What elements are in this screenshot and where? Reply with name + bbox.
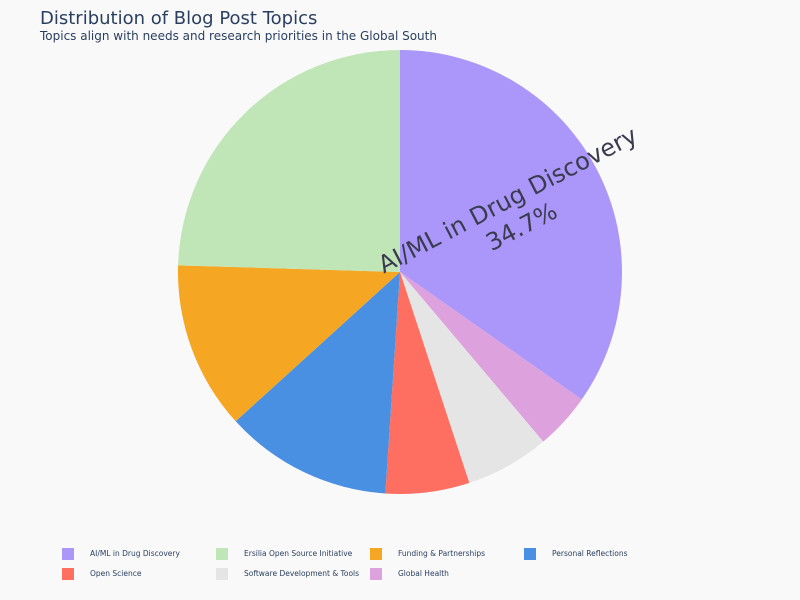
pie-slice-open-science[interactable] [385, 272, 470, 494]
legend-swatch [62, 547, 74, 560]
legend-item-funding-partnerships[interactable]: Funding & Partnerships [370, 547, 524, 560]
pie-slice-global-health[interactable] [400, 272, 582, 442]
pie-slice-ai-ml-in-drug-discovery[interactable] [400, 50, 622, 400]
legend-label: Global Health [398, 569, 449, 578]
pie-slices [178, 50, 622, 494]
legend-label: Ersilia Open Source Initiative [244, 549, 353, 558]
legend-swatch [370, 547, 382, 560]
legend-swatch [370, 567, 382, 580]
legend-item-open-science[interactable]: Open Science [62, 567, 216, 580]
legend-swatch [62, 567, 74, 580]
legend-label: Software Development & Tools [244, 569, 360, 578]
legend-swatch [216, 547, 228, 560]
pie-slice-ersilia-open-source-initiative[interactable] [178, 50, 400, 272]
chart-title: Distribution of Blog Post Topics [40, 8, 318, 29]
legend-label: Open Science [90, 569, 142, 578]
legend-item-software-development-tools[interactable]: Software Development & Tools [216, 567, 370, 580]
legend-label: Funding & Partnerships [398, 549, 486, 558]
pie-slice-personal-reflections[interactable] [235, 272, 400, 494]
legend-swatch [524, 547, 536, 560]
chart-subtitle: Topics align with needs and research pri… [40, 29, 437, 43]
pie-slice-software-development-tools[interactable] [400, 272, 544, 483]
legend-item-personal-reflections[interactable]: Personal Reflections [524, 547, 678, 560]
legend-label: Personal Reflections [552, 549, 628, 558]
legend-item-global-health[interactable]: Global Health [370, 567, 524, 580]
pie-slice-funding-partnerships[interactable] [178, 265, 400, 422]
legend-label: AI/ML in Drug Discovery [90, 549, 180, 558]
legend-swatch [216, 567, 228, 580]
legend-item-ai-ml-in-drug-discovery[interactable]: AI/ML in Drug Discovery [62, 547, 216, 560]
chart-legend: AI/ML in Drug Discovery Ersilia Open Sour… [62, 547, 782, 580]
legend-item-ersilia-open-source-initiative[interactable]: Ersilia Open Source Initiative [216, 547, 370, 560]
